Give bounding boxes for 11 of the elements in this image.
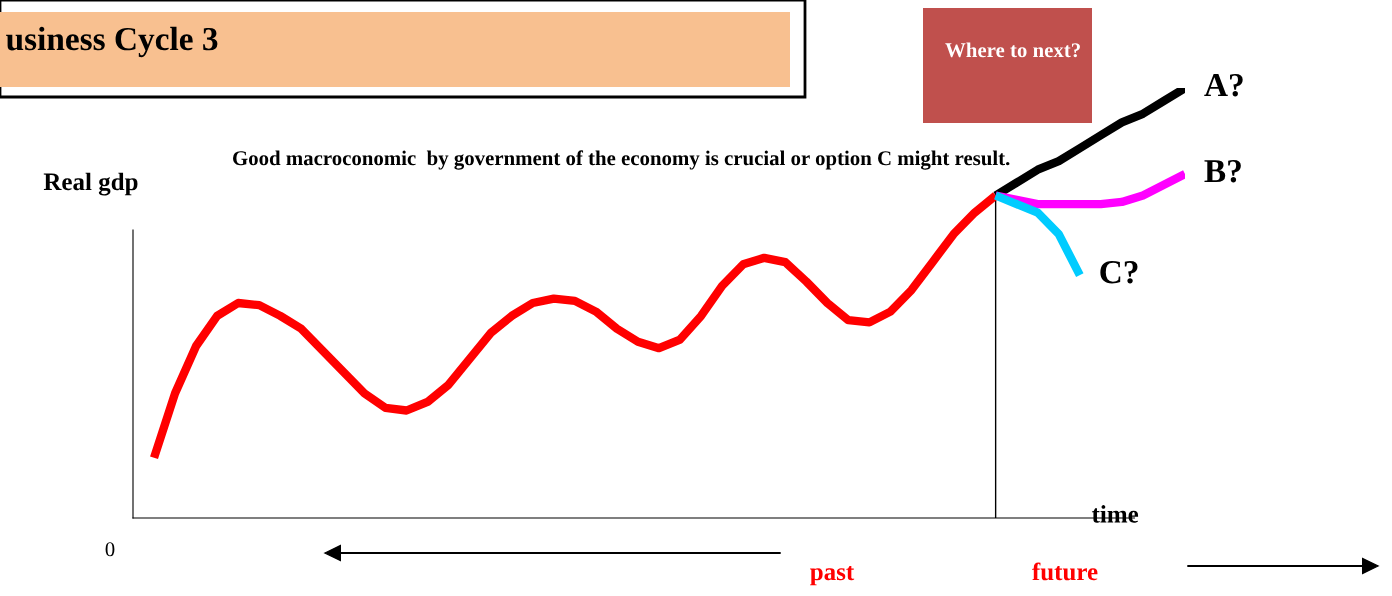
text: past: [810, 565, 855, 586]
series-label: C?: [1100, 260, 1138, 284]
series-label: B?: [1204, 159, 1241, 183]
text: future: [1032, 562, 1098, 581]
chart-title: usiness Cycle 3: [6, 26, 218, 58]
x-axis-title: time: [1091, 505, 1139, 523]
y-axis-title: Real gdp: [43, 172, 138, 196]
series-label: A?: [1204, 73, 1243, 97]
text: 0: [105, 542, 115, 557]
text: Where to next?: [945, 42, 1080, 58]
annotation: Good macroconomic by government of the economy is crucial or option C might result.: [233, 150, 1010, 170]
